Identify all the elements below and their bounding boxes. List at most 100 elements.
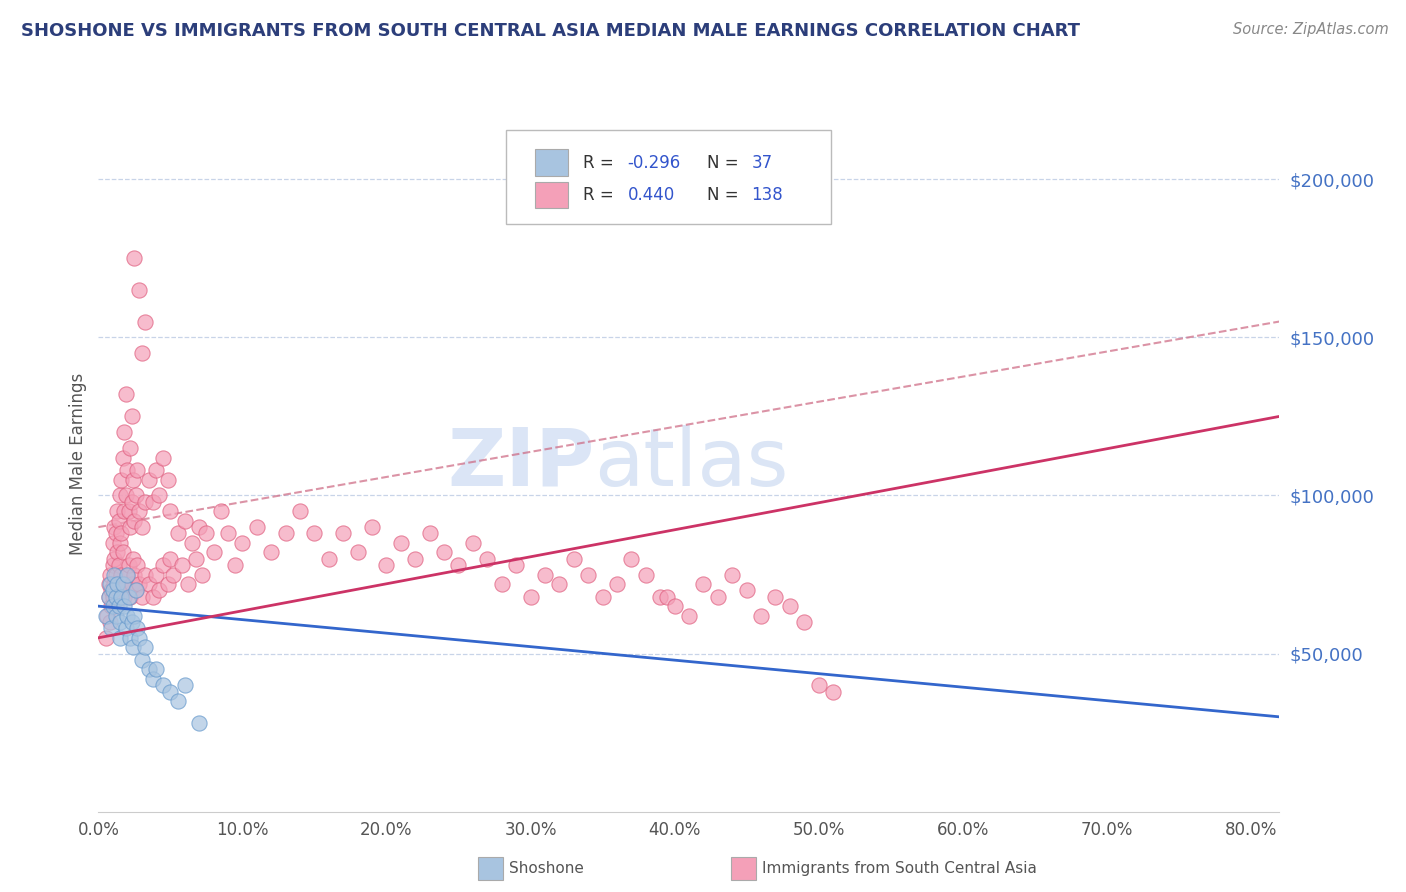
Point [159, 684, 181, 698]
Point [101, 536, 124, 550]
Point [156, 473, 179, 487]
Point [128, 283, 150, 297]
Point [186, 551, 208, 566]
Point [735, 583, 758, 598]
Text: 0.440: 0.440 [627, 186, 675, 204]
Point [111, 450, 134, 465]
Point [721, 567, 744, 582]
Point [125, 583, 148, 598]
Text: ZIP: ZIP [447, 425, 595, 503]
FancyBboxPatch shape [506, 130, 831, 224]
Text: Shoshone: Shoshone [509, 862, 583, 876]
Point [592, 590, 614, 604]
Point [657, 590, 679, 604]
Point [548, 577, 571, 591]
Point [104, 590, 127, 604]
Point [142, 590, 165, 604]
Point [246, 520, 269, 534]
Point [124, 252, 146, 266]
Point [188, 716, 211, 731]
Point [209, 504, 232, 518]
Text: N =: N = [707, 186, 744, 204]
Point [114, 387, 136, 401]
Text: 37: 37 [752, 153, 773, 171]
Point [97, 590, 120, 604]
Point [108, 615, 131, 629]
Point [260, 545, 283, 559]
Point [114, 577, 136, 591]
Point [375, 558, 398, 572]
Text: atlas: atlas [595, 425, 789, 503]
Text: Source: ZipAtlas.com: Source: ZipAtlas.com [1233, 22, 1389, 37]
Point [145, 567, 167, 582]
Point [98, 615, 121, 629]
Point [101, 590, 124, 604]
Text: SHOSHONE VS IMMIGRANTS FROM SOUTH CENTRAL ASIA MEDIAN MALE EARNINGS CORRELATION : SHOSHONE VS IMMIGRANTS FROM SOUTH CENTRA… [21, 22, 1080, 40]
Point [706, 590, 728, 604]
Point [118, 590, 141, 604]
Point [125, 583, 148, 598]
Point [121, 615, 143, 629]
Point [159, 504, 181, 518]
Point [125, 488, 148, 502]
Point [145, 662, 167, 676]
Point [105, 504, 128, 518]
FancyBboxPatch shape [536, 182, 568, 209]
Point [97, 590, 120, 604]
Point [148, 583, 170, 598]
Point [110, 526, 132, 541]
Point [152, 450, 174, 465]
Point [94, 631, 117, 645]
Point [128, 504, 150, 518]
Point [104, 567, 127, 582]
Point [121, 495, 143, 509]
Point [138, 662, 160, 676]
Point [131, 653, 153, 667]
Text: Immigrants from South Central Asia: Immigrants from South Central Asia [762, 862, 1038, 876]
Point [191, 567, 214, 582]
Point [202, 545, 225, 559]
Point [152, 678, 174, 692]
Point [112, 590, 135, 604]
Point [103, 567, 125, 582]
Point [692, 577, 714, 591]
Point [107, 590, 129, 604]
Point [142, 672, 165, 686]
Point [166, 526, 188, 541]
Point [821, 684, 844, 698]
Point [477, 551, 499, 566]
Point [763, 590, 786, 604]
Point [650, 590, 672, 604]
Point [534, 567, 557, 582]
Point [115, 608, 138, 623]
Point [304, 526, 326, 541]
Point [124, 567, 146, 582]
Text: R =: R = [582, 186, 619, 204]
Point [105, 545, 128, 559]
Point [122, 640, 145, 655]
Point [195, 526, 218, 541]
Point [519, 590, 541, 604]
Point [108, 577, 131, 591]
Point [100, 583, 122, 598]
Point [346, 545, 368, 559]
Point [115, 567, 138, 582]
Point [159, 551, 181, 566]
Point [120, 631, 142, 645]
Point [98, 577, 121, 591]
Point [110, 567, 132, 582]
Point [779, 599, 801, 614]
Point [120, 590, 142, 604]
Point [318, 551, 340, 566]
Point [138, 577, 160, 591]
Point [447, 558, 470, 572]
Point [128, 631, 150, 645]
Point [274, 526, 297, 541]
Point [138, 473, 160, 487]
Point [101, 558, 124, 572]
Point [96, 608, 118, 623]
Point [122, 473, 145, 487]
Point [101, 583, 124, 598]
Point [97, 577, 120, 591]
Point [148, 488, 170, 502]
